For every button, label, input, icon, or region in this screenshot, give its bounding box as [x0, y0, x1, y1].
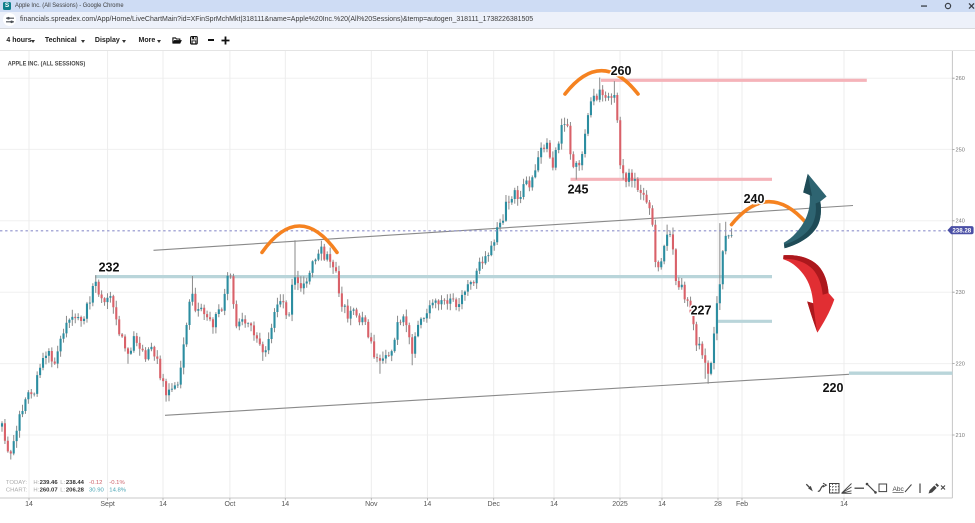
svg-text:220: 220	[823, 381, 844, 395]
svg-text:220: 220	[956, 362, 965, 368]
svg-text:2025: 2025	[612, 501, 628, 508]
svg-text:14: 14	[658, 501, 666, 508]
svg-text:206.28: 206.28	[66, 488, 85, 494]
svg-text:238.28: 238.28	[952, 228, 971, 235]
svg-text:14.8%: 14.8%	[109, 488, 126, 494]
svg-text:Feb: Feb	[736, 501, 748, 508]
svg-text:245: 245	[568, 183, 589, 197]
svg-text:L:: L:	[60, 480, 65, 486]
svg-text:14: 14	[281, 501, 289, 508]
svg-text:260.07: 260.07	[40, 488, 59, 494]
svg-text:30.90: 30.90	[89, 488, 104, 494]
svg-text:14: 14	[424, 501, 432, 508]
svg-text:260: 260	[956, 76, 965, 82]
svg-text:H:: H:	[33, 480, 39, 486]
svg-text:-0.1%: -0.1%	[109, 480, 125, 486]
svg-text:14: 14	[159, 501, 167, 508]
svg-text:14: 14	[840, 501, 848, 508]
svg-text:Oct: Oct	[224, 501, 235, 508]
svg-text:-0.12: -0.12	[89, 480, 102, 486]
svg-text:Sept: Sept	[100, 501, 114, 508]
svg-text:239.46: 239.46	[40, 480, 59, 486]
svg-text:240: 240	[956, 219, 965, 225]
svg-text:Dec: Dec	[487, 501, 500, 508]
svg-text:L:: L:	[60, 488, 65, 494]
svg-text:227: 227	[691, 304, 712, 318]
svg-text:Nov: Nov	[365, 501, 378, 508]
svg-text:Abc: Abc	[893, 486, 905, 493]
svg-text:232: 232	[99, 261, 120, 275]
svg-text:H:: H:	[33, 488, 39, 494]
svg-text:238.44: 238.44	[66, 480, 85, 486]
svg-text:TODAY:: TODAY:	[6, 480, 27, 486]
svg-text:28: 28	[714, 501, 722, 508]
svg-text:14: 14	[550, 501, 558, 508]
svg-text:250: 250	[956, 147, 965, 153]
svg-text:210: 210	[956, 433, 965, 439]
svg-text:14: 14	[25, 501, 33, 508]
svg-text:230: 230	[956, 290, 965, 296]
svg-text:260: 260	[611, 64, 632, 78]
svg-text:CHART:: CHART:	[6, 488, 28, 494]
svg-text:APPLE INC. (ALL SESSIONS): APPLE INC. (ALL SESSIONS)	[8, 61, 86, 68]
svg-text:240: 240	[744, 192, 765, 206]
